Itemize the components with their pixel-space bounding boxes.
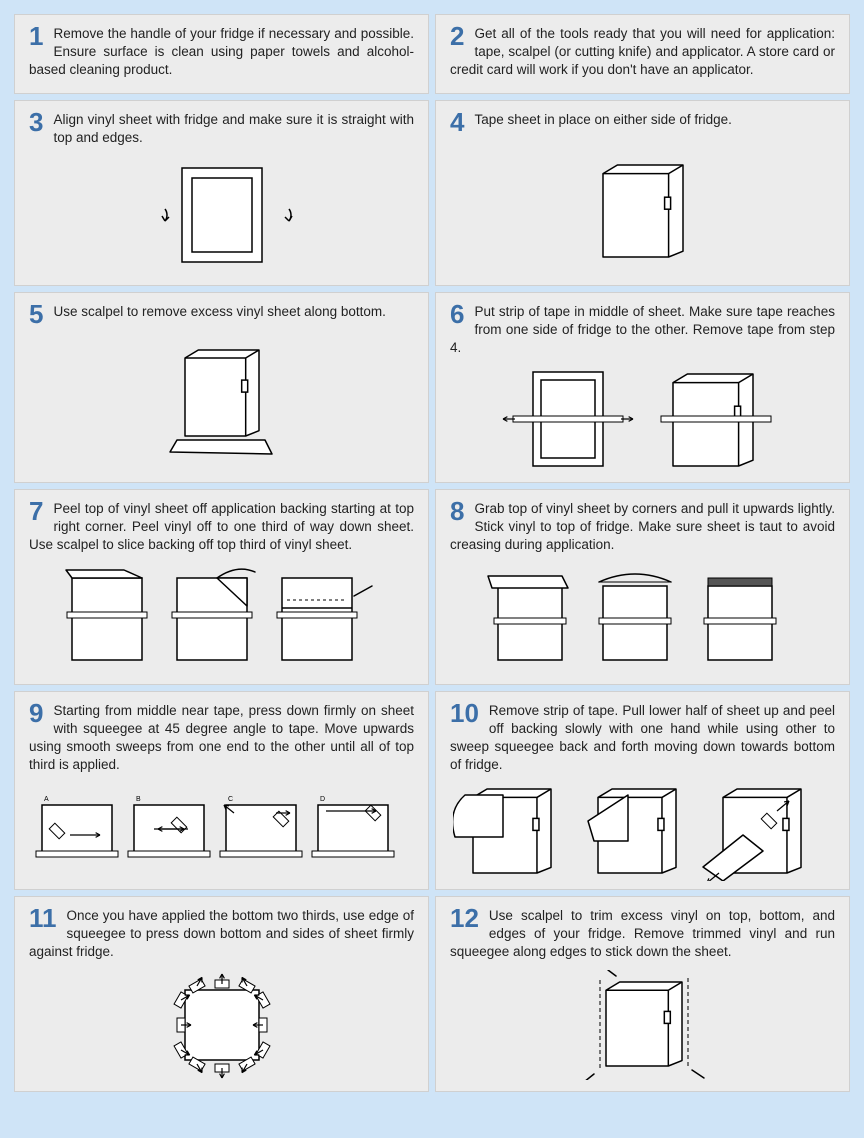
step-12-body: Use scalpel to trim excess vinyl on top,…	[450, 908, 835, 959]
step-5-number: 5	[29, 301, 43, 327]
step-9-body: Starting from middle near tape, press do…	[29, 703, 414, 773]
svg-text:D: D	[320, 796, 325, 803]
step-10-text: 10Remove strip of tape. Pull lower half …	[450, 702, 835, 775]
step-6-number: 6	[450, 301, 464, 327]
step-2-body: Get all of the tools ready that you will…	[450, 26, 835, 77]
step-9-text: 9Starting from middle near tape, press d…	[29, 702, 414, 775]
step-7-body: Peel top of vinyl sheet off application …	[29, 501, 414, 552]
step-4-card: 4 Tape sheet in place on either side of f…	[435, 100, 850, 286]
step-11-body: Once you have applied the bottom two thi…	[29, 908, 414, 959]
step-9-card: 9Starting from middle near tape, press d…	[14, 691, 429, 890]
svg-text:B: B	[136, 796, 141, 803]
step-12-text: 12Use scalpel to trim excess vinyl on to…	[450, 907, 835, 962]
step-7-number: 7	[29, 498, 43, 524]
step-4-illustration	[450, 143, 835, 277]
step-1-card: 1Remove the handle of your fridge if nec…	[14, 14, 429, 94]
step-4-body: Tape sheet in place on either side of fr…	[474, 112, 731, 127]
step-2-text: 2Get all of the tools ready that you wil…	[450, 25, 835, 80]
step-7-text: 7Peel top of vinyl sheet off application…	[29, 500, 414, 555]
step-3-body: Align vinyl sheet with fridge and make s…	[53, 112, 414, 145]
step-3-illustration	[29, 153, 414, 277]
step-11-number: 11	[29, 905, 57, 931]
step-4-number: 4	[450, 109, 464, 135]
step-6-body: Put strip of tape in middle of sheet. Ma…	[450, 304, 835, 355]
step-12-number: 12	[450, 905, 479, 931]
step-7-card: 7Peel top of vinyl sheet off application…	[14, 489, 429, 685]
step-10-card: 10Remove strip of tape. Pull lower half …	[435, 691, 850, 890]
step-7-illustration	[29, 560, 414, 675]
step-1-number: 1	[29, 23, 43, 49]
step-10-illustration	[450, 781, 835, 881]
svg-text:C: C	[228, 796, 233, 803]
step-3-text: 3 Align vinyl sheet with fridge and make …	[29, 111, 414, 147]
step-8-card: 8Grab top of vinyl sheet by corners and …	[435, 489, 850, 685]
step-5-text: 5 Use scalpel to remove excess vinyl shee…	[29, 303, 414, 329]
step-10-body: Remove strip of tape. Pull lower half of…	[450, 703, 835, 773]
step-8-body: Grab top of vinyl sheet by corners and p…	[450, 501, 835, 552]
step-3-card: 3 Align vinyl sheet with fridge and make …	[14, 100, 429, 286]
steps-grid: 1Remove the handle of your fridge if nec…	[0, 0, 864, 1106]
step-5-illustration	[29, 335, 414, 474]
step-9-number: 9	[29, 700, 43, 726]
step-5-card: 5 Use scalpel to remove excess vinyl shee…	[14, 292, 429, 483]
step-2-number: 2	[450, 23, 464, 49]
step-9-illustration: A B C D	[29, 781, 414, 881]
step-3-number: 3	[29, 109, 43, 135]
step-11-text: 11Once you have applied the bottom two t…	[29, 907, 414, 962]
step-1-text: 1Remove the handle of your fridge if nec…	[29, 25, 414, 80]
step-11-illustration	[29, 967, 414, 1082]
step-8-number: 8	[450, 498, 464, 524]
step-6-text: 6Put strip of tape in middle of sheet. M…	[450, 303, 835, 358]
svg-text:A: A	[44, 796, 49, 803]
step-2-card: 2Get all of the tools ready that you wil…	[435, 14, 850, 94]
step-6-card: 6Put strip of tape in middle of sheet. M…	[435, 292, 850, 483]
step-10-number: 10	[450, 700, 479, 726]
step-4-text: 4 Tape sheet in place on either side of f…	[450, 111, 835, 137]
step-11-card: 11Once you have applied the bottom two t…	[14, 896, 429, 1092]
step-6-illustration	[450, 364, 835, 474]
step-8-text: 8Grab top of vinyl sheet by corners and …	[450, 500, 835, 555]
step-8-illustration	[450, 560, 835, 675]
step-5-body: Use scalpel to remove excess vinyl sheet…	[53, 304, 385, 319]
step-12-illustration	[450, 967, 835, 1082]
step-12-card: 12Use scalpel to trim excess vinyl on to…	[435, 896, 850, 1092]
step-1-body: Remove the handle of your fridge if nece…	[29, 26, 414, 77]
